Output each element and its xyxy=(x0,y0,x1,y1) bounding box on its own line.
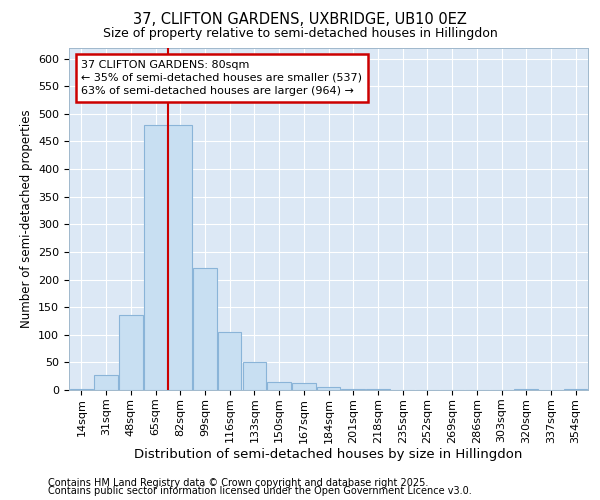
Bar xyxy=(366,389,389,390)
Text: 37 CLIFTON GARDENS: 80sqm
← 35% of semi-detached houses are smaller (537)
63% of: 37 CLIFTON GARDENS: 80sqm ← 35% of semi-… xyxy=(82,60,362,96)
Bar xyxy=(317,387,340,390)
Bar xyxy=(268,382,291,390)
Bar xyxy=(94,375,118,390)
Text: 37, CLIFTON GARDENS, UXBRIDGE, UB10 0EZ: 37, CLIFTON GARDENS, UXBRIDGE, UB10 0EZ xyxy=(133,12,467,28)
Bar xyxy=(70,389,93,390)
Text: Contains HM Land Registry data © Crown copyright and database right 2025.: Contains HM Land Registry data © Crown c… xyxy=(48,478,428,488)
Bar xyxy=(564,389,587,390)
Bar xyxy=(242,362,266,390)
Y-axis label: Number of semi-detached properties: Number of semi-detached properties xyxy=(20,110,32,328)
Text: Size of property relative to semi-detached houses in Hillingdon: Size of property relative to semi-detach… xyxy=(103,28,497,40)
Bar xyxy=(514,389,538,390)
Text: Contains public sector information licensed under the Open Government Licence v3: Contains public sector information licen… xyxy=(48,486,472,496)
Bar xyxy=(169,125,192,390)
Bar xyxy=(193,268,217,390)
Bar xyxy=(341,389,365,390)
Bar xyxy=(292,383,316,390)
Bar xyxy=(144,125,167,390)
Bar xyxy=(119,316,143,390)
Bar xyxy=(218,332,241,390)
X-axis label: Distribution of semi-detached houses by size in Hillingdon: Distribution of semi-detached houses by … xyxy=(134,448,523,461)
